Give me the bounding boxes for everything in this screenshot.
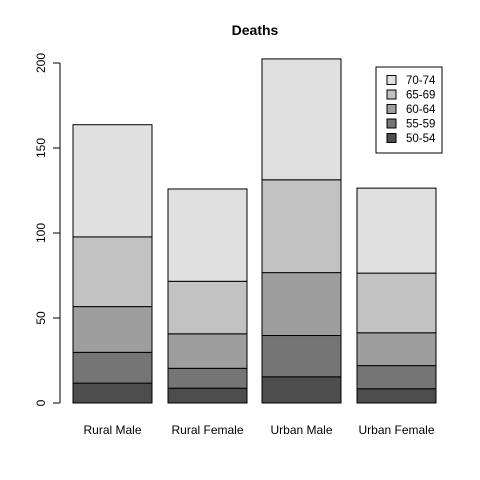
legend: 70-74 65-69 60-64 55-59 50-54 <box>375 66 443 154</box>
legend-label-55-59: 55-59 <box>406 119 435 131</box>
legend-swatch-50-54 <box>386 133 397 143</box>
y-tick-label: 100 <box>34 223 48 243</box>
category-label: Urban Female <box>358 423 434 437</box>
bar-segment-65-69-urban-male <box>261 179 342 274</box>
category-labels: Rural Male Rural Female Urban Male Urban Fe… <box>83 423 434 437</box>
bar-segment-70-74-rural-female <box>167 188 248 282</box>
bar-segment-50-54-rural-male <box>72 382 153 404</box>
bar-segment-55-59-urban-male <box>261 335 342 378</box>
bar-segment-65-69-rural-female <box>167 280 248 335</box>
bar-segment-70-74-rural-male <box>72 124 153 238</box>
bar-segment-55-59-rural-female <box>167 367 248 389</box>
bar-segment-50-54-rural-female <box>167 387 248 404</box>
legend-swatch-70-74 <box>386 75 397 85</box>
bars <box>72 58 437 404</box>
y-tick-label: 150 <box>34 138 48 158</box>
chart-title: Deaths <box>232 22 279 38</box>
bar-segment-60-64-rural-male <box>72 306 153 353</box>
bar-segment-60-64-urban-male <box>261 272 342 337</box>
bar-segment-65-69-rural-male <box>72 236 153 308</box>
bar-segment-70-74-urban-male <box>261 58 342 181</box>
y-tick-label: 200 <box>34 53 48 73</box>
legend-label-65-69: 65-69 <box>406 90 435 102</box>
legend-label-60-64: 60-64 <box>406 104 436 116</box>
bar-segment-65-69-urban-female <box>356 272 437 334</box>
legend-swatch-65-69 <box>386 89 397 100</box>
y-tick-label: 0 <box>34 399 48 406</box>
category-label: Rural Female <box>171 423 243 437</box>
bar-segment-50-54-urban-male <box>261 376 342 404</box>
legend-label-70-74: 70-74 <box>406 75 436 87</box>
bar-segment-55-59-urban-female <box>356 365 437 390</box>
bar-segment-60-64-urban-female <box>356 332 437 367</box>
category-label: Rural Male <box>83 423 141 437</box>
bar-segment-60-64-rural-female <box>167 333 248 369</box>
legend-swatch-60-64 <box>386 104 397 114</box>
y-axis: 0 50 100 150 200 <box>34 53 61 406</box>
legend-label-50-54: 50-54 <box>406 133 436 145</box>
legend-swatch-55-59 <box>386 118 397 129</box>
category-label: Urban Male <box>270 423 332 437</box>
bar-segment-50-54-urban-female <box>356 388 437 404</box>
bar-segment-70-74-urban-female <box>356 187 437 274</box>
bar-segment-55-59-rural-male <box>72 351 153 384</box>
y-tick-label: 50 <box>34 311 48 325</box>
